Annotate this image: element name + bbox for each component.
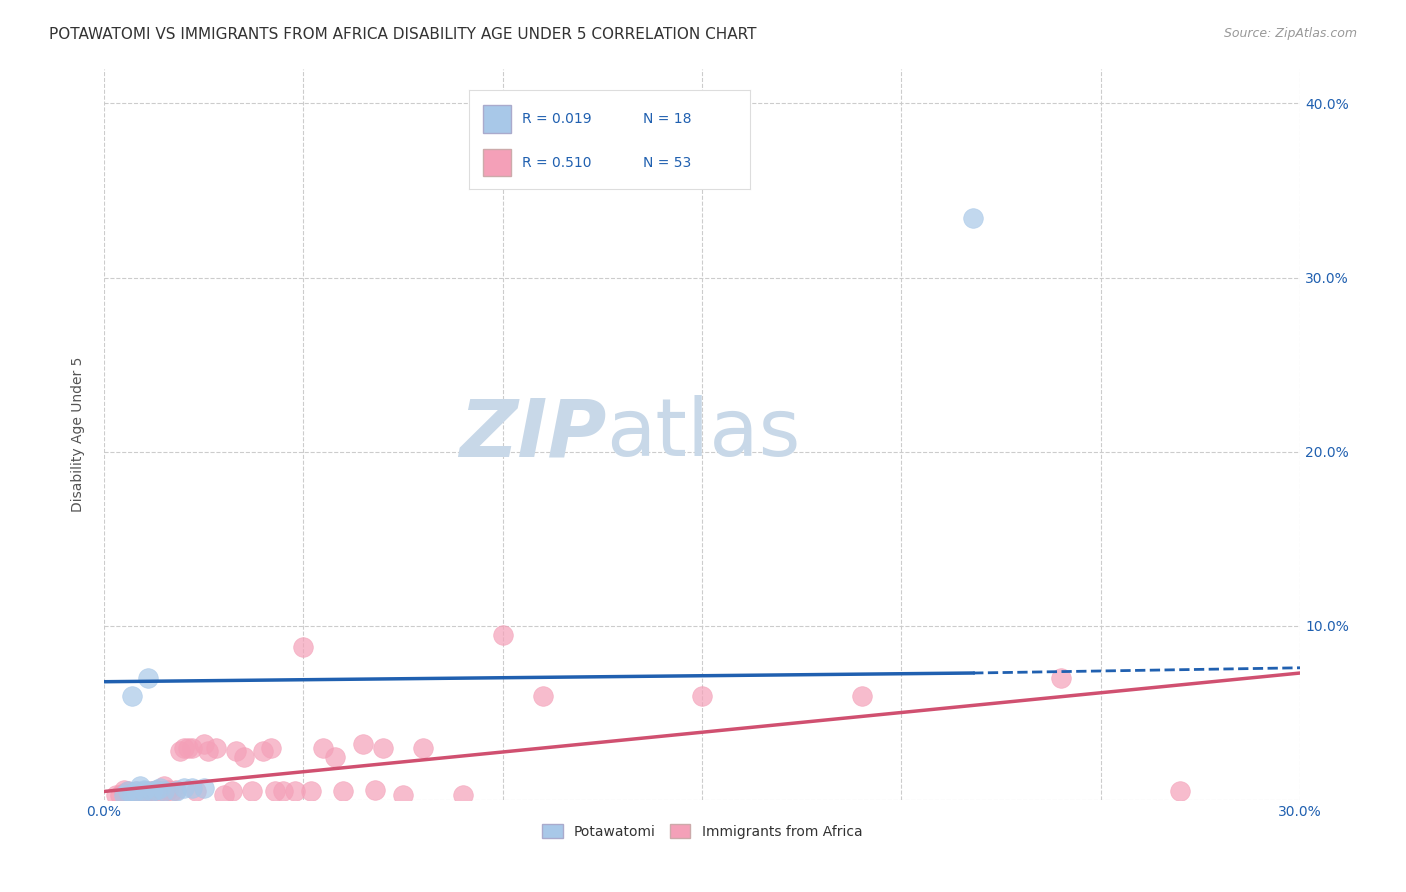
Text: Source: ZipAtlas.com: Source: ZipAtlas.com xyxy=(1223,27,1357,40)
Point xyxy=(332,784,354,798)
Point xyxy=(121,786,143,800)
Point xyxy=(149,784,172,798)
Point xyxy=(125,784,148,798)
Point xyxy=(160,784,183,798)
Point xyxy=(292,640,315,654)
Point xyxy=(690,689,713,703)
Point xyxy=(492,628,515,642)
Point xyxy=(136,671,159,685)
Point xyxy=(169,744,191,758)
Point xyxy=(364,782,387,797)
Y-axis label: Disability Age Under 5: Disability Age Under 5 xyxy=(72,357,86,512)
Point xyxy=(240,784,263,798)
Point xyxy=(451,788,474,802)
Point xyxy=(232,749,254,764)
Point xyxy=(962,211,984,226)
Point xyxy=(193,780,215,795)
Point xyxy=(312,740,335,755)
Point xyxy=(112,788,135,802)
Point xyxy=(156,782,179,797)
Point xyxy=(112,782,135,797)
Point xyxy=(284,784,307,798)
Point xyxy=(1170,784,1192,798)
Point xyxy=(132,786,155,800)
Point xyxy=(121,788,143,802)
Text: ZIP: ZIP xyxy=(458,395,606,474)
Point xyxy=(141,784,163,798)
Point xyxy=(145,782,167,797)
Point xyxy=(1050,671,1073,685)
Point xyxy=(165,784,187,798)
Point xyxy=(125,784,148,798)
Point xyxy=(299,784,322,798)
Point xyxy=(371,740,394,755)
Point xyxy=(128,788,150,802)
Point xyxy=(173,740,195,755)
Point xyxy=(165,782,187,797)
Point xyxy=(225,744,247,758)
Point xyxy=(851,689,873,703)
Point xyxy=(180,780,202,795)
Point xyxy=(204,740,226,755)
Point xyxy=(152,779,174,793)
Point xyxy=(152,784,174,798)
Point xyxy=(132,782,155,797)
Point xyxy=(177,740,200,755)
Point xyxy=(193,738,215,752)
Point xyxy=(184,784,207,798)
Point xyxy=(121,689,143,703)
Point xyxy=(323,749,346,764)
Point xyxy=(180,740,202,755)
Point xyxy=(117,784,139,798)
Point xyxy=(117,784,139,798)
Point xyxy=(108,788,131,802)
Point xyxy=(128,779,150,793)
Point xyxy=(132,784,155,798)
Point xyxy=(212,788,235,802)
Point xyxy=(136,784,159,798)
Point xyxy=(392,788,415,802)
Point xyxy=(531,689,554,703)
Point xyxy=(112,786,135,800)
Point xyxy=(197,744,219,758)
Point xyxy=(352,738,374,752)
Text: POTAWATOMI VS IMMIGRANTS FROM AFRICA DISABILITY AGE UNDER 5 CORRELATION CHART: POTAWATOMI VS IMMIGRANTS FROM AFRICA DIS… xyxy=(49,27,756,42)
Point xyxy=(221,784,243,798)
Point xyxy=(252,744,274,758)
Point xyxy=(260,740,283,755)
Point xyxy=(264,784,287,798)
Point xyxy=(149,780,172,795)
Legend: Potawatomi, Immigrants from Africa: Potawatomi, Immigrants from Africa xyxy=(536,819,868,845)
Point xyxy=(273,784,295,798)
Point xyxy=(152,784,174,798)
Point xyxy=(412,740,434,755)
Point xyxy=(104,788,127,802)
Text: atlas: atlas xyxy=(606,395,801,474)
Point xyxy=(145,782,167,797)
Point xyxy=(173,780,195,795)
Point xyxy=(141,784,163,798)
